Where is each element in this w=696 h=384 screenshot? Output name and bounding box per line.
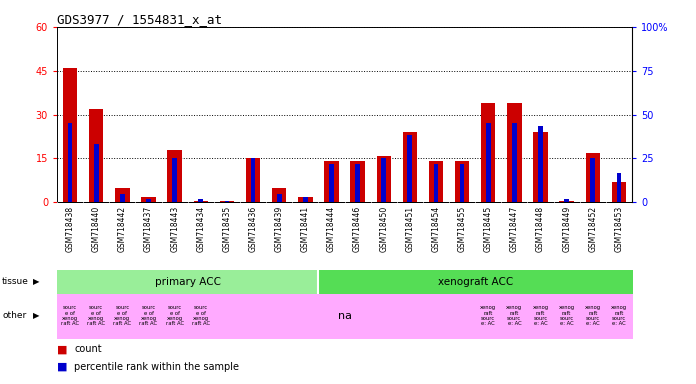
Bar <box>585 153 600 202</box>
Text: GDS3977 / 1554831_x_at: GDS3977 / 1554831_x_at <box>57 13 222 26</box>
Text: sourc
e of
xenog
raft AC: sourc e of xenog raft AC <box>191 305 210 326</box>
Bar <box>403 132 417 202</box>
Bar <box>507 103 521 202</box>
Text: xenog
raft
sourc
e: AC: xenog raft sourc e: AC <box>506 305 523 326</box>
Text: GSM718453: GSM718453 <box>615 206 624 252</box>
Bar <box>407 135 412 202</box>
Bar <box>168 150 182 202</box>
Bar <box>116 188 129 202</box>
Bar <box>173 159 177 202</box>
Text: percentile rank within the sample: percentile rank within the sample <box>74 362 239 372</box>
Text: sourc
e of
xenog
raft AC: sourc e of xenog raft AC <box>139 305 157 326</box>
Bar <box>251 159 255 202</box>
Bar <box>564 199 569 202</box>
Text: GSM718435: GSM718435 <box>223 206 232 252</box>
Text: ▶: ▶ <box>33 311 39 320</box>
Bar <box>486 123 491 202</box>
Text: GSM718455: GSM718455 <box>457 206 466 252</box>
Bar <box>455 161 469 202</box>
Text: xenog
raft
sourc
e: AC: xenog raft sourc e: AC <box>480 305 496 326</box>
Text: sourc
e of
xenog
raft AC: sourc e of xenog raft AC <box>113 305 132 326</box>
Bar <box>303 197 308 202</box>
Bar <box>272 188 286 202</box>
Bar <box>612 182 626 202</box>
Text: GSM718447: GSM718447 <box>510 206 519 252</box>
Bar <box>538 126 543 202</box>
Bar <box>89 109 104 202</box>
Text: primary ACC: primary ACC <box>155 276 221 287</box>
Bar <box>198 199 203 202</box>
Text: GSM718438: GSM718438 <box>65 206 74 252</box>
Bar <box>277 194 282 202</box>
Bar <box>350 161 365 202</box>
Bar <box>225 201 229 202</box>
Bar <box>63 68 77 202</box>
Text: GSM718448: GSM718448 <box>536 206 545 252</box>
Text: GSM718444: GSM718444 <box>327 206 336 252</box>
Text: GSM718443: GSM718443 <box>170 206 179 252</box>
Text: GSM718434: GSM718434 <box>196 206 205 252</box>
Text: na: na <box>338 311 351 321</box>
Bar <box>220 201 234 202</box>
Text: xenograft ACC: xenograft ACC <box>438 276 513 287</box>
Bar <box>560 201 574 202</box>
Bar <box>68 123 72 202</box>
Text: GSM718449: GSM718449 <box>562 206 571 252</box>
Bar <box>355 164 360 202</box>
Text: sourc
e of
xenog
raft AC: sourc e of xenog raft AC <box>87 305 105 326</box>
Bar <box>434 164 438 202</box>
Bar <box>193 201 208 202</box>
Bar <box>146 199 151 202</box>
Text: GSM718440: GSM718440 <box>92 206 101 252</box>
Bar <box>329 164 334 202</box>
Text: xenog
raft
sourc
e: AC: xenog raft sourc e: AC <box>611 305 627 326</box>
Bar <box>512 123 516 202</box>
Text: ■: ■ <box>57 362 68 372</box>
Text: GSM718441: GSM718441 <box>301 206 310 252</box>
Text: GSM718442: GSM718442 <box>118 206 127 252</box>
Bar <box>298 197 313 202</box>
Text: GSM718437: GSM718437 <box>144 206 153 252</box>
Bar <box>324 161 339 202</box>
Bar <box>381 159 386 202</box>
Text: tissue: tissue <box>2 277 29 286</box>
Bar <box>533 132 548 202</box>
Bar <box>590 159 595 202</box>
Bar <box>460 164 464 202</box>
Text: xenog
raft
sourc
e: AC: xenog raft sourc e: AC <box>532 305 548 326</box>
Text: sourc
e of
xenog
raft AC: sourc e of xenog raft AC <box>61 305 79 326</box>
Text: other: other <box>2 311 26 320</box>
Bar <box>429 161 443 202</box>
Text: GSM718439: GSM718439 <box>275 206 284 252</box>
Text: xenog
raft
sourc
e: AC: xenog raft sourc e: AC <box>559 305 575 326</box>
Bar <box>481 103 496 202</box>
Bar <box>120 194 125 202</box>
Bar <box>246 159 260 202</box>
Bar <box>377 156 391 202</box>
Text: GSM718451: GSM718451 <box>405 206 414 252</box>
Text: ■: ■ <box>57 344 68 354</box>
Bar <box>141 197 156 202</box>
Text: xenog
raft
sourc
e: AC: xenog raft sourc e: AC <box>585 305 601 326</box>
Text: GSM718446: GSM718446 <box>353 206 362 252</box>
Text: GSM718452: GSM718452 <box>588 206 597 252</box>
Text: GSM718454: GSM718454 <box>432 206 441 252</box>
Text: ▶: ▶ <box>33 277 39 286</box>
Bar <box>617 173 622 202</box>
Text: GSM718445: GSM718445 <box>484 206 493 252</box>
Text: count: count <box>74 344 102 354</box>
Bar <box>94 144 99 202</box>
Text: sourc
e of
xenog
raft AC: sourc e of xenog raft AC <box>166 305 184 326</box>
Text: GSM718436: GSM718436 <box>248 206 258 252</box>
Text: GSM718450: GSM718450 <box>379 206 388 252</box>
